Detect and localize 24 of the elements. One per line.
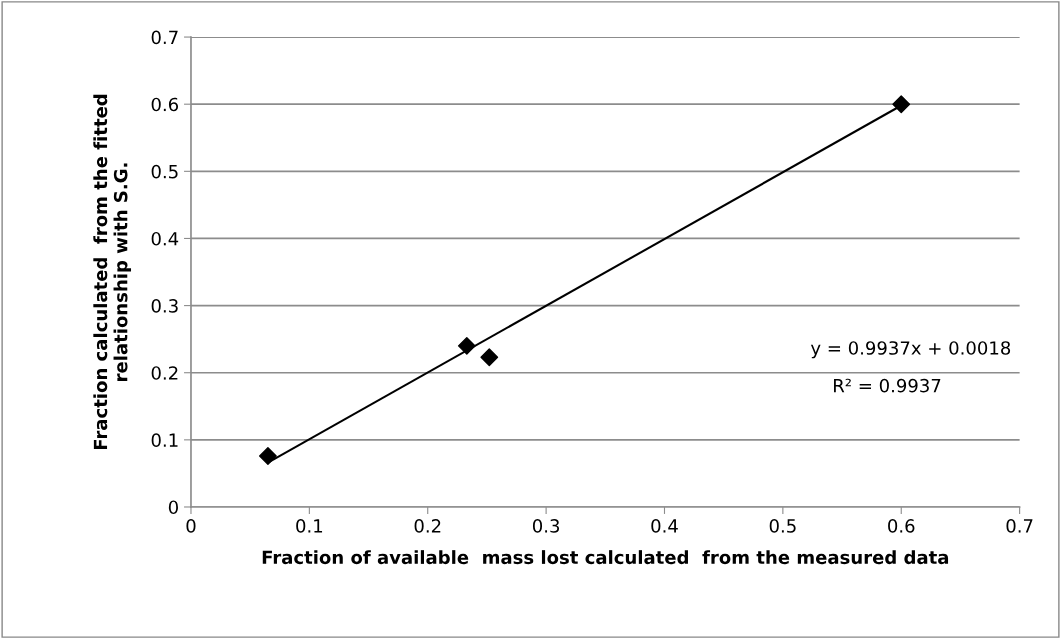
y-tick-label: 0.7: [151, 30, 178, 45]
x-tick-label: 0: [186, 519, 196, 533]
y-tick-label: 0: [168, 500, 178, 515]
x-tick-label: 0.3: [532, 519, 560, 533]
x-tick-label: 0.1: [296, 519, 323, 533]
y-tick-label: 0.5: [151, 164, 178, 179]
y-tick-label: 0.6: [151, 97, 179, 112]
x-tick-label: 0.5: [769, 519, 796, 533]
y-tick-label: 0.3: [151, 299, 178, 313]
annotation: R² = 0.9937: [834, 378, 941, 393]
y-tick-label: 0.1: [151, 433, 178, 447]
y-tick-label: 0.4: [151, 231, 179, 246]
x-tick-label: 0.2: [414, 519, 441, 533]
point: [457, 336, 476, 355]
x-axis-title: Fraction of available mass lost calculated from the measured data: [262, 550, 949, 565]
x-tick-label: 0.4: [651, 519, 678, 533]
annotation: y = 0.9937x + 0.0018: [810, 341, 1011, 359]
point: [892, 95, 911, 114]
y-tick-label: 0.2: [151, 366, 178, 380]
x-tick-label: 0.7: [1006, 519, 1033, 533]
y-axis-title: Fraction calculated from the fitted relationship with S.G.: [93, 94, 132, 450]
point: [259, 447, 277, 465]
point: [480, 348, 499, 367]
x-tick-label: 0.6: [888, 519, 915, 533]
